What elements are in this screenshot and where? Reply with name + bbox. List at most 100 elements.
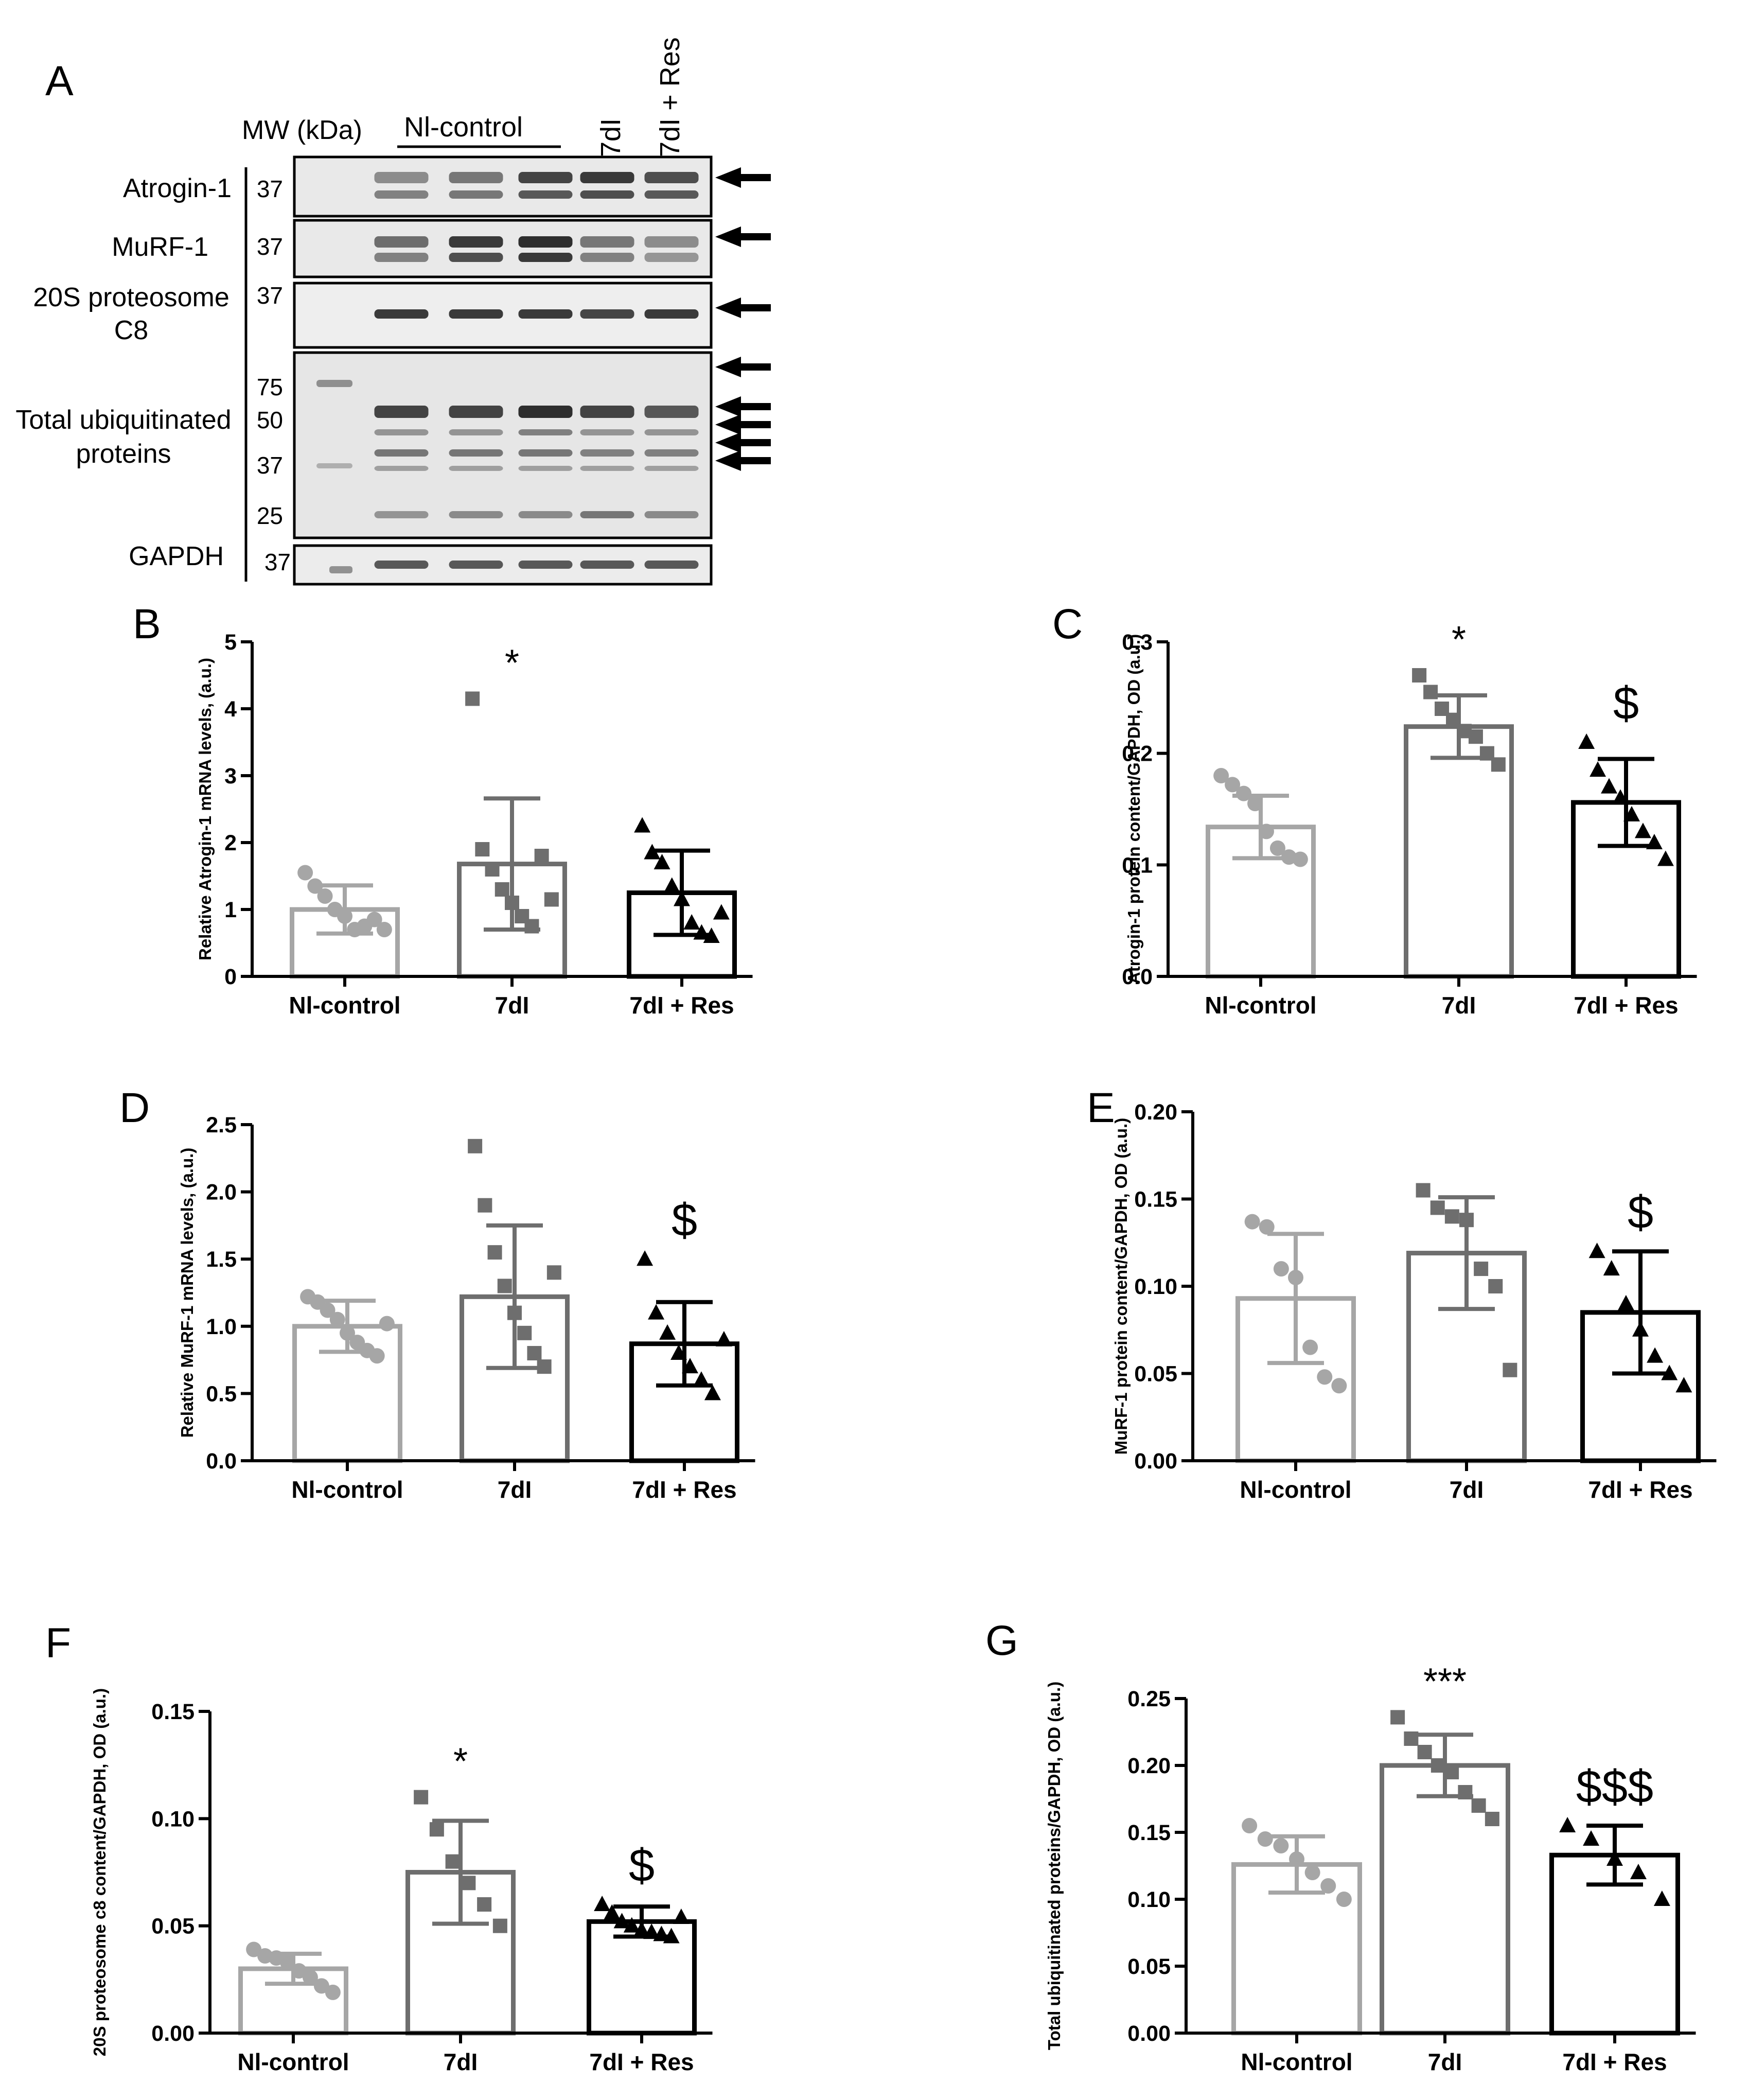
data-point xyxy=(1430,1200,1445,1215)
data-point xyxy=(1259,1219,1275,1235)
data-point xyxy=(329,1311,345,1327)
chart-panel-b: B 0 1 2 3 4 5 Nl-control 7dI 7dI + Res Relative At… xyxy=(133,601,753,1019)
x-tick-label: Nl-control xyxy=(1205,992,1316,1019)
row-label-atrogin-1: Atrogin-1 xyxy=(123,173,232,203)
y-tick-label: 0.20 xyxy=(1127,1754,1171,1778)
blot-band xyxy=(644,449,699,457)
blot-band xyxy=(374,236,429,248)
y-tick-label: 0.15 xyxy=(151,1700,195,1724)
y-tick-label: 0.00 xyxy=(1127,2021,1171,2046)
data-point xyxy=(492,1918,507,1933)
western-blot-panel: A MW (kDa) Nl-control 7dI 7dI + Res Atro… xyxy=(15,37,771,586)
blot-strip-murf-1 xyxy=(293,219,713,278)
data-point xyxy=(1559,1817,1576,1832)
data-point xyxy=(1292,851,1308,867)
data-point xyxy=(637,1250,654,1266)
significance-marker: $$$ xyxy=(1576,1761,1653,1813)
y-tick-label: 0.05 xyxy=(151,1914,195,1939)
data-point xyxy=(1474,1262,1489,1276)
data-point xyxy=(663,1928,680,1944)
y-tick-label: 0.00 xyxy=(151,2021,195,2046)
y-axis-label: 20S proteosome c8 content/GAPDH, OD (a.u… xyxy=(90,1688,109,2056)
data-point xyxy=(1416,1183,1431,1198)
x-tick-label: Nl-control xyxy=(237,2049,349,2075)
mw-header: MW (kDa) xyxy=(242,115,362,145)
blot-band xyxy=(518,561,573,569)
blot-band xyxy=(518,429,573,435)
y-axis-label: Total ubiquitinated proteins/GAPDH, OD (… xyxy=(1045,1682,1064,2050)
blot-band xyxy=(644,309,699,319)
y-tick-label: 0.05 xyxy=(1127,1954,1171,1979)
blot-band xyxy=(449,449,503,457)
mw-marker: 37 xyxy=(257,176,283,202)
y-tick-label: 0.10 xyxy=(1127,1887,1171,1912)
blot-band xyxy=(518,172,573,183)
x-tick-label: 7dI + Res xyxy=(1588,1476,1692,1503)
x-tick-label: 7dI + Res xyxy=(632,1476,736,1503)
data-point xyxy=(1675,1377,1692,1393)
data-point xyxy=(594,1896,611,1911)
data-point xyxy=(1244,1214,1260,1230)
x-tick-label: Nl-control xyxy=(291,1476,403,1503)
y-tick-label: 0.3 xyxy=(1122,630,1153,655)
y-axis-label: Relative MuRF-1 mRNA levels, (a.u.) xyxy=(178,1148,197,1438)
panel-label: B xyxy=(133,601,161,647)
blot-band xyxy=(374,511,429,518)
band-arrows xyxy=(715,167,771,471)
y-tick-label: 0.20 xyxy=(1134,1100,1177,1125)
x-tick-label: 7dI + Res xyxy=(629,992,734,1019)
data-point xyxy=(325,1984,341,2000)
significance-marker: * xyxy=(453,1741,468,1782)
data-point xyxy=(1273,1261,1289,1277)
blot-band xyxy=(449,253,503,262)
band-arrow-icon xyxy=(715,450,771,471)
data-point xyxy=(546,1265,561,1280)
blot-band xyxy=(580,449,634,457)
panel-label: F xyxy=(45,1620,71,1667)
bar-charts: B 0 1 2 3 4 5 Nl-control 7dI 7dI + Res Relative At… xyxy=(45,601,1717,2075)
blot-band xyxy=(449,406,503,418)
data-point xyxy=(1647,1347,1664,1363)
data-point xyxy=(1304,1865,1320,1880)
data-point xyxy=(495,882,509,897)
data-point xyxy=(713,904,730,920)
data-point xyxy=(1320,1878,1336,1894)
y-tick-label: 0 xyxy=(224,965,237,989)
blot-band xyxy=(518,406,573,418)
data-point xyxy=(477,1897,492,1912)
blot-band xyxy=(644,406,699,418)
data-point xyxy=(659,1324,676,1340)
data-point xyxy=(1590,761,1606,777)
blot-band xyxy=(518,236,573,248)
band-arrow-icon xyxy=(715,226,771,247)
data-point xyxy=(1603,1260,1620,1276)
data-point xyxy=(1390,1710,1405,1725)
data-point xyxy=(1601,778,1618,794)
y-tick-label: 2 xyxy=(224,831,237,855)
row-label-total-ubiquitinated: Total ubiquitinated proteins xyxy=(15,405,231,469)
blot-band xyxy=(644,466,699,471)
group-label-nl-control: Nl-control xyxy=(404,112,523,143)
data-point xyxy=(1657,850,1674,866)
blot-band xyxy=(580,466,634,471)
significance-marker: * xyxy=(1452,619,1466,660)
blot-band xyxy=(644,190,699,199)
blot-band xyxy=(374,561,429,569)
significance-marker: $ xyxy=(1628,1187,1653,1238)
data-point xyxy=(527,1346,542,1361)
y-tick-label: 5 xyxy=(224,630,237,655)
data-point xyxy=(414,1790,429,1805)
data-point xyxy=(307,878,323,894)
blot-band xyxy=(449,190,503,199)
y-tick-label: 2.0 xyxy=(206,1180,237,1205)
data-point xyxy=(320,1302,336,1318)
data-point xyxy=(485,862,500,877)
y-tick-label: 4 xyxy=(224,697,237,722)
group-label-7di: 7dI xyxy=(595,118,626,157)
ladder-band xyxy=(316,380,352,387)
x-tick-label: 7dI xyxy=(444,2049,478,2075)
blot-band xyxy=(580,309,634,319)
panel-label: D xyxy=(119,1084,150,1131)
x-tick-label: Nl-control xyxy=(1240,1476,1351,1503)
data-point xyxy=(1491,757,1506,772)
